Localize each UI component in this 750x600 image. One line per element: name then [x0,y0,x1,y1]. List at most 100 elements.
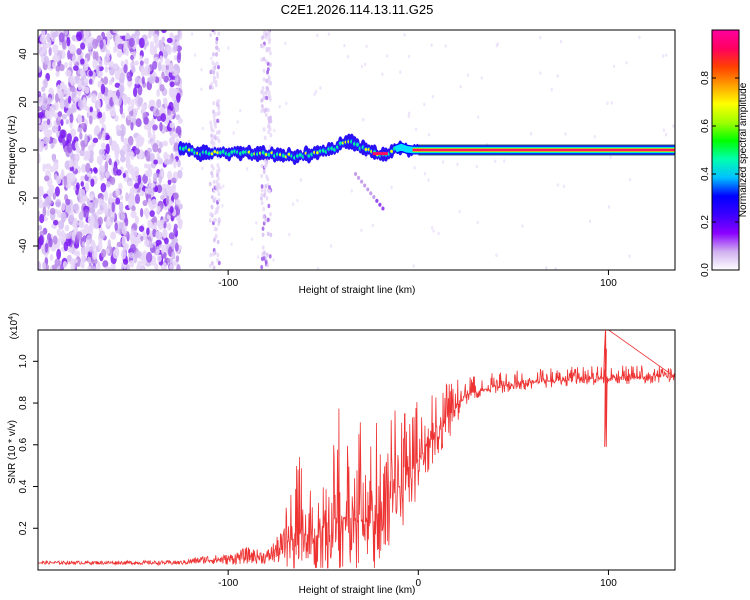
noise-dot [57,111,63,117]
noise-dot [163,50,168,60]
noise-dot [529,131,533,136]
noise-dot [216,239,220,245]
noise-dot [122,144,128,152]
noise-dot [103,76,109,85]
signal-dot [230,150,234,154]
noise-dot [100,83,106,95]
noise-dot [432,229,435,233]
noise-dot [554,267,557,270]
noise-dot [148,152,155,162]
noise-dot [130,121,134,131]
noise-dot [77,99,84,109]
noise-dot [269,232,273,238]
noise-dot [54,30,59,38]
noise-dot [664,132,668,137]
noise-dot [176,264,181,270]
noise-dot [92,59,98,69]
noise-dot [212,113,216,119]
noise-dot [161,71,165,80]
noise-dot [99,230,106,240]
signal-dot [287,152,291,156]
noise-dot [168,62,174,73]
noise-dot [123,259,129,265]
noise-dot [213,121,217,127]
noise-dot [158,141,163,149]
noise-dot [210,69,213,74]
noise-dot [267,116,271,121]
noise-dot [556,183,560,187]
noise-dot [163,159,170,165]
noise-dot [92,50,97,61]
noise-dot [134,148,140,155]
noise-dot [269,118,273,124]
noise-dot [212,79,216,84]
noise-dot [216,74,220,79]
noise-dot [150,182,156,188]
noise-dot [97,216,104,226]
noise-dot [143,207,150,217]
noise-dot [42,201,48,209]
colorbar-tick-label: 0.8 [700,71,711,85]
noise-dot [133,166,140,177]
noise-dot [63,175,67,187]
noise-dot [79,68,85,78]
noise-dot [116,169,122,176]
noise-dot [103,95,108,102]
noise-dot [217,176,220,181]
noise-dot [87,42,93,51]
noise-dot [593,135,597,139]
noise-dot [159,84,165,92]
noise-dot [83,30,90,38]
noise-dot [437,231,440,236]
noise-dot [105,170,110,178]
noise-dot [269,81,273,86]
noise-dot [102,260,109,268]
noise-dot [278,104,281,109]
noise-dot [127,96,131,106]
noise-dot [127,181,134,187]
signal-dot [227,153,231,156]
noise-dot [288,232,291,237]
noise-dot [77,115,83,124]
noise-dot [115,143,120,155]
noise-dot [267,33,271,38]
noise-dot [120,60,124,67]
noise-dot [38,118,41,124]
noise-dot [61,169,65,178]
noise-dot [169,139,176,145]
noise-dot [38,261,41,270]
noise-dot [71,103,75,112]
noise-dot [97,99,101,110]
noise-dot [60,229,65,238]
noise-dot [130,54,134,61]
noise-dot [260,163,264,169]
noise-dot [212,70,216,75]
noise-dot [268,46,272,52]
noise-dot [109,192,113,204]
noise-dot [267,203,271,209]
noise-dot [263,108,267,114]
noise-dot [121,112,126,119]
noise-dot [562,184,566,189]
noise-dot [187,139,190,143]
noise-dot [125,157,131,168]
noise-dot [104,161,109,172]
noise-dot [638,35,641,40]
noise-dot [43,127,50,137]
noise-dot [314,89,318,94]
noise-dot [144,57,150,66]
noise-dot [69,166,75,172]
noise-dot [171,239,175,250]
noise-dot [70,128,77,138]
noise-dot [475,164,478,169]
noise-dot [160,194,165,201]
noise-dot [135,250,142,259]
noise-dot [363,62,367,67]
noise-dot [216,252,220,258]
signal-dot [355,143,360,146]
noise-dot [51,107,56,118]
colorbar-ticks: 0.0 0.2 0.4 0.6 0.8 [700,71,739,277]
noise-dot [215,36,219,42]
noise-dot [210,261,214,266]
signal-dot [338,142,342,145]
